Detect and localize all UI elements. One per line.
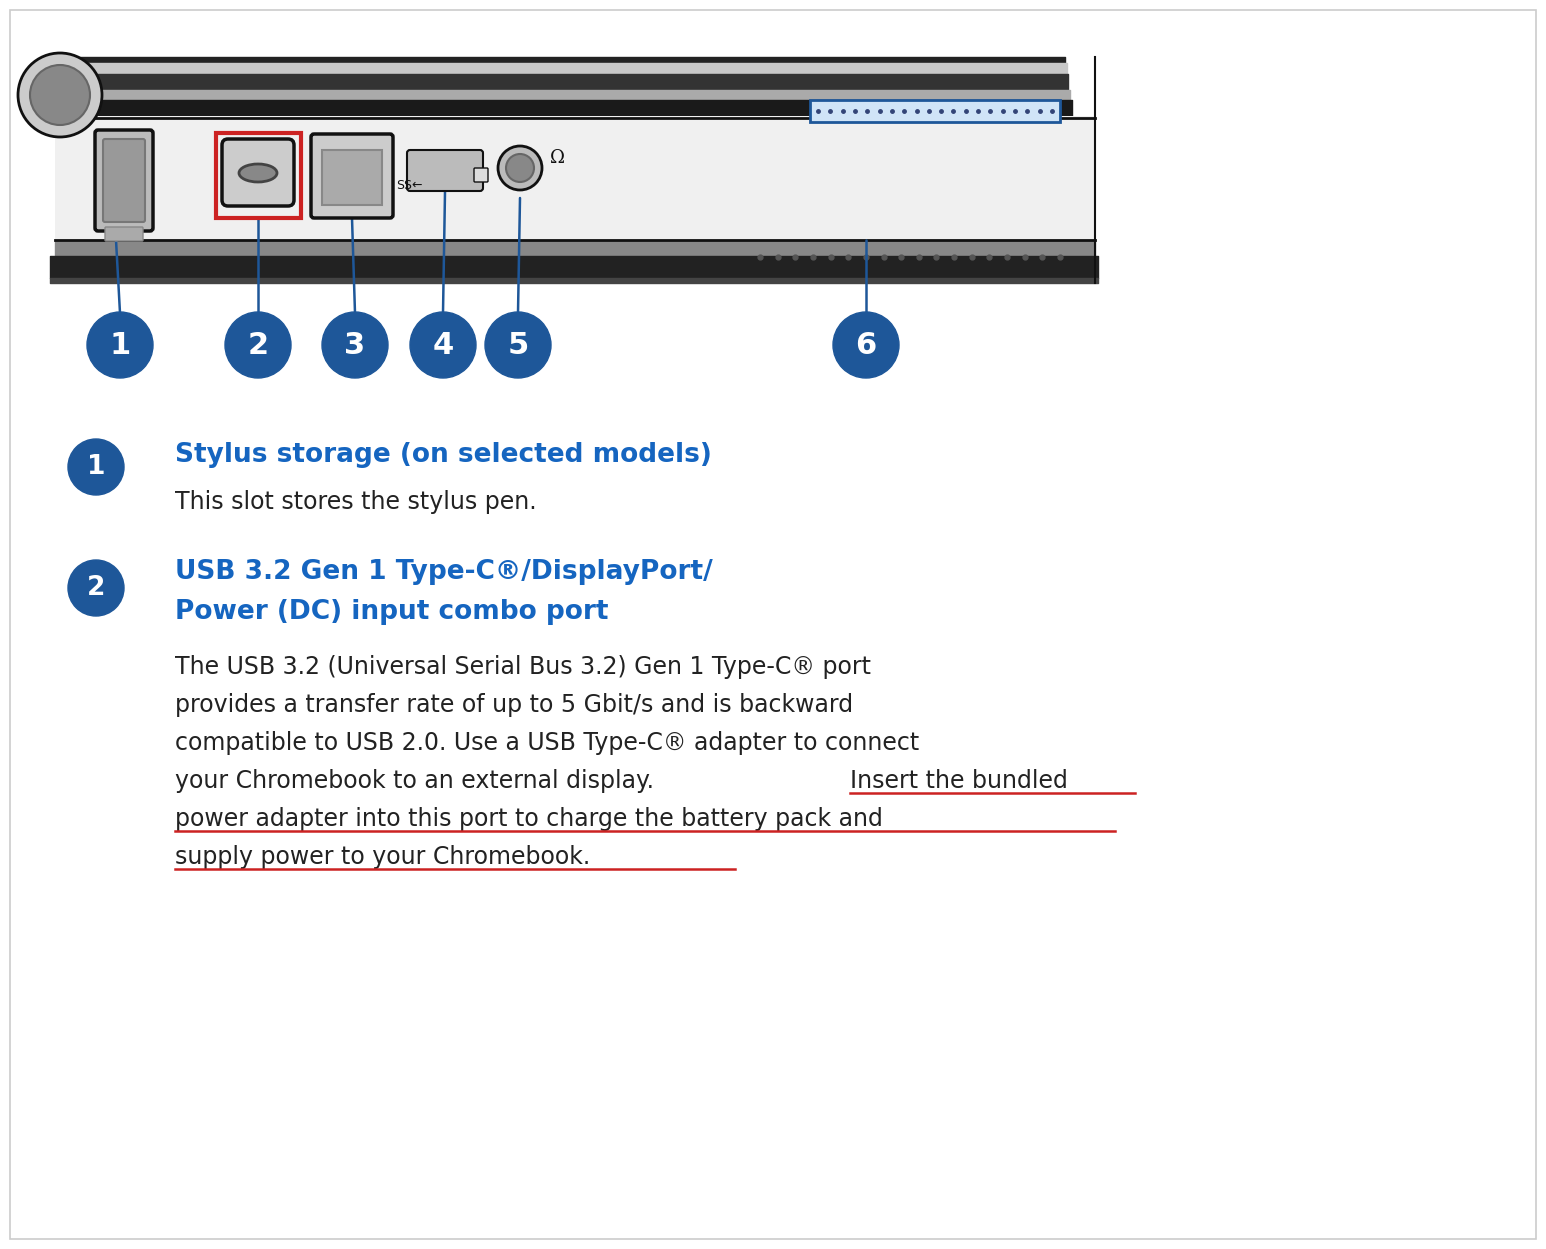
- FancyBboxPatch shape: [94, 130, 153, 231]
- FancyBboxPatch shape: [104, 139, 145, 222]
- Text: 2: 2: [87, 575, 105, 601]
- Circle shape: [833, 312, 900, 378]
- Bar: [322, 150, 382, 205]
- Bar: [216, 132, 301, 219]
- Text: Stylus storage (on selected models): Stylus storage (on selected models): [175, 442, 711, 468]
- Circle shape: [485, 312, 550, 378]
- Circle shape: [322, 312, 388, 378]
- Polygon shape: [56, 57, 65, 117]
- Circle shape: [506, 154, 533, 182]
- Text: Power (DC) input combo port: Power (DC) input combo port: [175, 600, 609, 624]
- Text: The USB 3.2 (Universal Serial Bus 3.2) Gen 1 Type-C® port: The USB 3.2 (Universal Serial Bus 3.2) G…: [175, 654, 870, 679]
- Text: Insert the bundled: Insert the bundled: [850, 769, 1068, 793]
- Circle shape: [226, 312, 291, 378]
- FancyBboxPatch shape: [56, 116, 1095, 240]
- FancyBboxPatch shape: [407, 150, 482, 191]
- Circle shape: [68, 438, 124, 495]
- Text: 6: 6: [855, 331, 877, 360]
- Circle shape: [68, 560, 124, 616]
- Text: 4: 4: [433, 331, 453, 360]
- Text: power adapter into this port to charge the battery pack and: power adapter into this port to charge t…: [175, 807, 883, 831]
- FancyBboxPatch shape: [311, 134, 393, 219]
- Text: USB 3.2 Gen 1 Type-C®/DisplayPort/: USB 3.2 Gen 1 Type-C®/DisplayPort/: [175, 560, 713, 585]
- Circle shape: [19, 52, 102, 137]
- Text: Ω: Ω: [550, 149, 564, 167]
- Text: 2: 2: [247, 331, 269, 360]
- Text: 1: 1: [87, 453, 105, 480]
- FancyBboxPatch shape: [810, 100, 1061, 122]
- Text: provides a transfer rate of up to 5 Gbit/s and is backward: provides a transfer rate of up to 5 Gbit…: [175, 693, 853, 717]
- Circle shape: [87, 312, 153, 378]
- Circle shape: [29, 65, 90, 125]
- Circle shape: [410, 312, 476, 378]
- Text: supply power to your Chromebook.: supply power to your Chromebook.: [175, 846, 591, 869]
- Text: 3: 3: [345, 331, 365, 360]
- Text: 5: 5: [507, 331, 529, 360]
- FancyBboxPatch shape: [105, 227, 142, 241]
- Ellipse shape: [240, 164, 277, 182]
- FancyBboxPatch shape: [223, 139, 294, 206]
- Text: compatible to USB 2.0. Use a USB Type-C® adapter to connect: compatible to USB 2.0. Use a USB Type-C®…: [175, 731, 920, 754]
- Text: your Chromebook to an external display.: your Chromebook to an external display.: [175, 769, 662, 793]
- Text: 1: 1: [110, 331, 130, 360]
- Text: This slot stores the stylus pen.: This slot stores the stylus pen.: [175, 490, 536, 515]
- Text: SS←: SS←: [396, 179, 422, 191]
- Circle shape: [498, 146, 543, 190]
- FancyBboxPatch shape: [475, 169, 489, 182]
